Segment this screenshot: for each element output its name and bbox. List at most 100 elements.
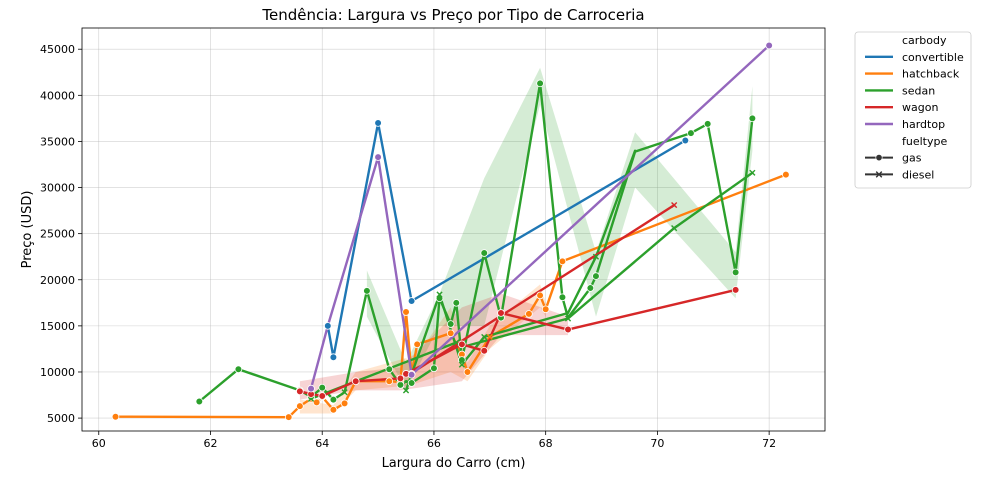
point-sedan-gas: [234, 365, 243, 374]
point-sedan-diesel: [749, 169, 756, 176]
legend-label-gas: gas: [902, 152, 922, 165]
point-hardtop-gas: [374, 153, 382, 161]
point-sedan-gas: [446, 320, 455, 328]
legend-label-hardtop: hardtop: [902, 118, 945, 131]
point-hatchback-gas: [296, 402, 304, 410]
point-wagon-gas: [564, 325, 572, 334]
point-hatchback-gas: [329, 405, 338, 414]
point-hatchback-gas: [413, 340, 421, 349]
point-convertible-gas: [407, 297, 416, 305]
chart-title: Tendência: Largura vs Preço por Tipo de …: [261, 6, 644, 24]
point-sedan-gas: [195, 397, 204, 406]
point-hatchback-gas: [525, 310, 533, 318]
point-sedan-gas: [731, 268, 740, 277]
point-wagon-gas: [396, 374, 405, 383]
x-tick-label: 62: [203, 437, 217, 450]
legend-label-diesel: diesel: [902, 168, 934, 181]
point-sedan-diesel: [402, 387, 410, 394]
point-hatchback-gas: [111, 412, 120, 421]
legend-hue-title: carbody: [902, 34, 947, 47]
y-axis-ticks: 5000 10000 15000 20000 25000 30000 35000 40000 4…: [40, 43, 82, 425]
point-sedan-gas: [318, 383, 327, 392]
point-sedan-diesel: [436, 291, 443, 298]
y-tick-label: 30000: [40, 182, 75, 195]
legend-label-convertible: convertible: [902, 51, 964, 64]
point-sedan-gas: [452, 299, 461, 307]
point-wagon-gas: [480, 346, 489, 355]
line-sedan-diesel: [309, 171, 754, 400]
point-sedan-diesel: [592, 253, 600, 260]
point-sedan-gas: [458, 356, 466, 364]
y-tick-label: 40000: [40, 89, 75, 102]
y-axis-label: Preço (USD): [20, 191, 35, 269]
point-hatchback-gas: [782, 170, 790, 179]
point-hatchback-gas: [340, 399, 349, 408]
point-sedan-gas: [430, 364, 438, 373]
point-sedan-gas: [592, 272, 600, 280]
legend-frame: [854, 31, 972, 189]
y-tick-label: 45000: [40, 43, 75, 56]
point-hardtop-gas: [307, 384, 315, 393]
y-tick-label: 35000: [40, 135, 75, 148]
legend-marker-diesel: [875, 171, 883, 178]
point-sedan-diesel: [564, 315, 572, 322]
point-sedan-gas: [558, 293, 567, 302]
plot-frame: [81, 27, 826, 432]
point-sedan-diesel: [453, 339, 460, 346]
point-hardtop-gas: [765, 41, 773, 50]
point-hatchback-gas: [402, 308, 410, 316]
point-sedan-gas: [329, 395, 338, 404]
point-hatchback-gas: [541, 305, 550, 314]
y-tick-label: 5000: [47, 412, 75, 425]
legend-marker-gas: [875, 154, 883, 162]
point-sedan-gas: [536, 79, 544, 88]
point-sedan-gas: [748, 114, 757, 123]
point-hatchback-gas: [558, 257, 567, 266]
series-markers: [111, 41, 790, 421]
point-hatchback-gas: [312, 398, 321, 407]
y-tick-label: 15000: [40, 320, 75, 333]
legend-label-sedan: sedan: [902, 84, 935, 97]
y-tick-label: 20000: [40, 274, 75, 287]
point-hatchback-gas: [385, 377, 394, 386]
point-hatchback-gas: [446, 329, 455, 338]
point-sedan-diesel: [341, 389, 348, 396]
point-sedan-gas: [703, 120, 712, 128]
band-sedan: [366, 67, 753, 391]
point-hardtop-gas: [407, 370, 416, 379]
point-wagon-gas: [318, 392, 327, 400]
legend-label-wagon: wagon: [902, 101, 938, 114]
legend: carbody convertible hatchback sedan wagon har…: [854, 31, 972, 189]
point-sedan-gas: [586, 284, 595, 292]
point-wagon-gas: [351, 377, 360, 386]
x-tick-label: 64: [315, 437, 329, 450]
point-wagon-diesel: [671, 201, 678, 209]
x-axis-label: Largura do Carro (cm): [382, 456, 526, 471]
point-sedan-gas: [480, 249, 489, 257]
point-sedan-gas: [385, 365, 394, 374]
point-hatchback-gas: [284, 413, 293, 421]
x-tick-label: 66: [427, 437, 441, 450]
legend-style-title: fueltype: [902, 135, 947, 148]
point-sedan-diesel: [671, 225, 678, 232]
point-sedan-gas: [407, 379, 416, 387]
point-convertible-gas: [324, 322, 332, 330]
x-tick-label: 72: [762, 437, 776, 450]
line-wagon-diesel: [404, 203, 676, 378]
point-sedan-gas: [363, 287, 371, 295]
point-sedan-gas: [435, 294, 444, 303]
point-convertible-gas: [681, 136, 690, 145]
point-wagon-gas: [458, 340, 466, 349]
point-wagon-gas: [296, 387, 304, 396]
y-tick-label: 25000: [40, 228, 75, 241]
point-convertible-gas: [329, 353, 338, 362]
point-sedan-gas: [687, 129, 695, 137]
point-hatchback-diesel: [486, 333, 493, 341]
point-wagon-gas: [731, 286, 740, 294]
legend-label-hatchback: hatchback: [902, 68, 960, 81]
x-tick-label: 60: [92, 437, 106, 450]
point-wagon-gas: [497, 309, 505, 317]
x-axis-ticks: 60 62 64 66 68 70 72: [92, 431, 776, 450]
